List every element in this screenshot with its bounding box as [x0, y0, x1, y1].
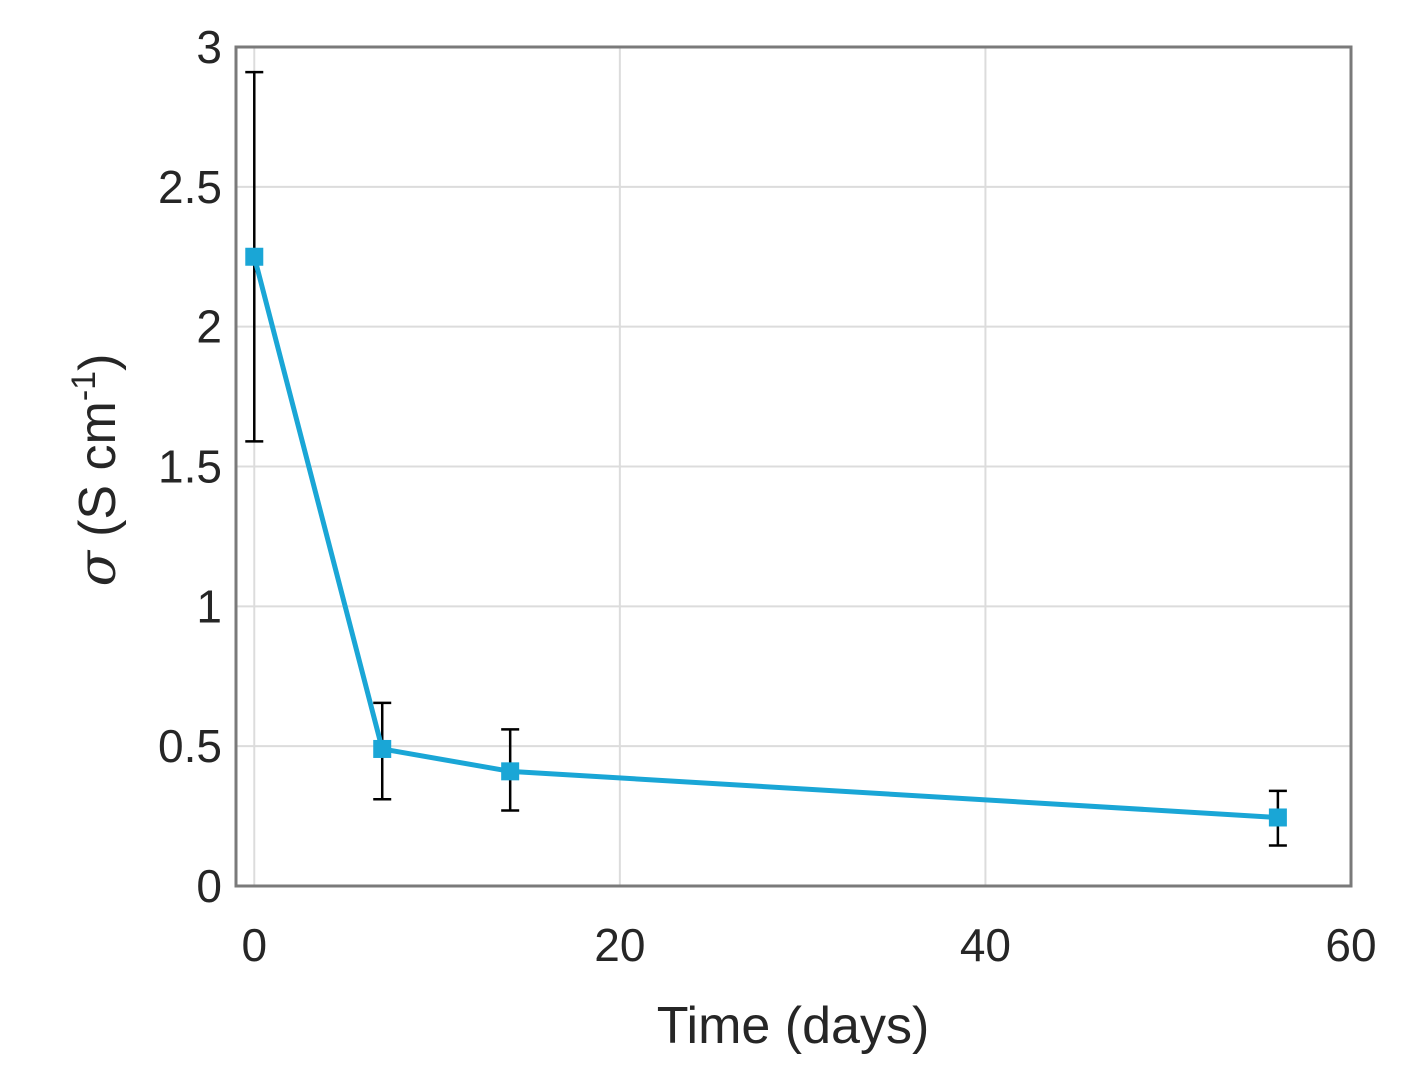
x-tick-label: 60 — [1325, 919, 1376, 971]
y-axis-unit-superscript: -1 — [65, 371, 103, 401]
y-axis-symbol: σ — [68, 549, 128, 586]
y-tick-label: 0 — [196, 860, 222, 912]
x-axis-label: Time (days) — [657, 997, 930, 1055]
data-point-marker — [1268, 808, 1287, 827]
y-tick-label: 2 — [196, 301, 222, 353]
x-tick-label: 40 — [960, 919, 1011, 971]
tick-labels: 0 20 40 60 0 0.5 1 1.5 2 2.5 3 — [158, 21, 1377, 971]
y-tick-label: 1.5 — [158, 441, 222, 493]
data-point-marker — [245, 247, 264, 266]
grid-lines — [236, 46, 1352, 887]
data-markers — [245, 247, 1287, 827]
x-tick-label: 20 — [594, 919, 645, 971]
y-tick-label: 3 — [196, 21, 222, 73]
y-tick-label: 1 — [196, 580, 222, 632]
y-axis-unit-prefix: (S cm — [69, 401, 127, 537]
series-line — [251, 256, 1279, 820]
x-tick-label: 0 — [241, 919, 267, 971]
y-axis-label: σ (S cm-1) — [65, 354, 128, 587]
plot-area-frame — [234, 45, 1353, 888]
y-axis-unit-suffix: ) — [69, 354, 127, 371]
data-point-marker — [373, 739, 392, 758]
y-tick-label: 0.5 — [158, 720, 222, 772]
error-bars — [245, 70, 1287, 847]
data-point-marker — [501, 762, 520, 781]
y-tick-label: 2.5 — [158, 161, 222, 213]
